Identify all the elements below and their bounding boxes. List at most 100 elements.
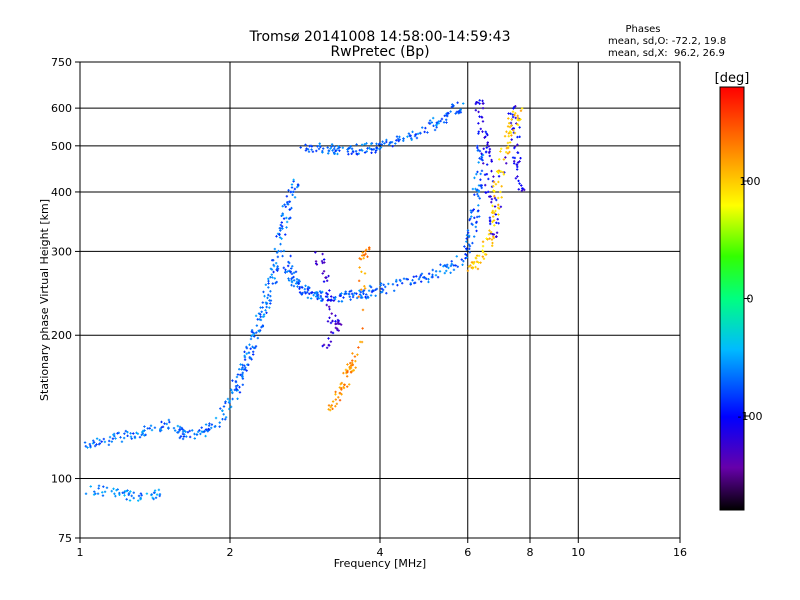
x-tick-label-4: 4 — [377, 546, 384, 559]
data-point-t4-1-1 — [481, 244, 485, 248]
data-point-t1-3-0 — [301, 286, 304, 289]
data-point-t1-17-0 — [477, 195, 480, 198]
data-point-t1-12-11 — [431, 273, 434, 277]
data-point-t2-0-9 — [304, 149, 308, 152]
data-point-t0-2-2 — [132, 432, 135, 435]
data-point-t4-3-3 — [497, 213, 500, 216]
data-point-t0-10-7 — [231, 397, 234, 401]
colorbar-tick-label-0: 0 — [747, 293, 754, 306]
data-point-t0-19-3 — [281, 254, 284, 258]
data-point-t5-4-13 — [361, 327, 364, 330]
data-point-t4-5-8 — [506, 152, 510, 155]
data-point-t0-12-11 — [236, 373, 240, 376]
data-point-t5-3-9 — [352, 369, 355, 372]
data-point-t3-0-7 — [478, 99, 481, 102]
data-point-t3-8-3 — [514, 177, 518, 180]
data-point-t1-5-11 — [321, 290, 324, 294]
data-point-t0-1-8 — [110, 440, 114, 443]
data-point-t4-6-0 — [506, 125, 510, 128]
data-point-t5-5-1 — [358, 257, 361, 260]
data-point-t2-1-8 — [326, 146, 329, 149]
data-point-t6-0-6 — [320, 259, 324, 263]
data-point-t6-1-12 — [324, 295, 328, 298]
data-point-t5-5-7 — [361, 251, 364, 254]
data-point-t2-2-13 — [333, 152, 336, 155]
data-point-t3-6-12 — [509, 112, 512, 115]
data-point-t4-7-5 — [520, 107, 524, 110]
data-point-t0-9-7 — [229, 405, 233, 409]
data-point-t0-7-2 — [200, 426, 203, 429]
data-point-t0-21-3 — [282, 217, 286, 220]
data-point-t6-2-3 — [326, 320, 330, 323]
data-point-t2-7-4 — [395, 139, 398, 142]
data-point-t1-16-10 — [470, 222, 473, 226]
data-point-t1-7-13 — [359, 290, 363, 294]
data-point-t1-11-7 — [402, 277, 406, 280]
data-point-t1-18-8 — [480, 186, 483, 190]
data-point-t2-0-7 — [299, 146, 302, 149]
data-point-t1-1-10 — [287, 277, 290, 280]
data-point-t0-21-10 — [280, 221, 283, 224]
data-point-t0-1-2 — [102, 437, 106, 441]
data-point-t4-6-6 — [513, 131, 517, 135]
data-point-t1-16-12 — [474, 225, 477, 229]
data-point-t2-4-7 — [358, 149, 362, 152]
data-point-t0-17-5 — [267, 286, 270, 289]
data-point-t2-3-12 — [341, 146, 345, 149]
data-point-t1-11-0 — [419, 274, 423, 277]
data-point-t1-17-8 — [471, 209, 474, 212]
data-point-t0-10-4 — [226, 397, 230, 401]
data-point-t0-1-10 — [103, 440, 107, 444]
data-point-t2-8-11 — [414, 133, 418, 136]
data-point-t3-4-7 — [495, 231, 499, 234]
data-point-t1-12-0 — [419, 280, 423, 283]
data-point-t2-7-1 — [398, 135, 401, 139]
data-point-t3-0-13 — [474, 102, 477, 106]
data-point-t2-3-13 — [347, 153, 350, 156]
data-point-t2-3-0 — [354, 150, 358, 153]
data-point-t2-2-12 — [337, 145, 340, 148]
data-point-t1-17-2 — [478, 197, 481, 200]
data-point-t1-7-9 — [344, 292, 348, 295]
data-point-t1-18-13 — [480, 184, 483, 187]
data-point-t6-2-2 — [328, 316, 331, 319]
y-tick-label-600: 600 — [51, 102, 72, 115]
data-point-t0-17-11 — [269, 302, 272, 305]
data-point-t0-0-8 — [83, 441, 87, 444]
data-point-t0-22-13 — [293, 196, 297, 199]
data-point-t0-18-10 — [269, 275, 272, 279]
data-point-t4-2-11 — [492, 236, 496, 240]
data-point-t0-17-9 — [269, 294, 272, 298]
data-point-t0-12-0 — [241, 366, 244, 369]
data-point-t5-0-1 — [327, 408, 330, 411]
data-point-t0-20-5 — [279, 229, 282, 232]
data-point-t0-6-12 — [183, 429, 186, 432]
data-point-t3-0-9 — [481, 107, 485, 110]
data-point-t2-1-0 — [330, 143, 334, 146]
data-point-t1-16-3 — [475, 220, 478, 224]
data-point-t1-10-10 — [379, 282, 383, 285]
data-point-t0-23-6 — [290, 183, 294, 186]
data-point-t5-2-8 — [342, 371, 345, 375]
data-point-t2-11-10 — [455, 110, 459, 114]
data-point-t0-1-1 — [100, 440, 103, 443]
data-point-t0-20-1 — [278, 236, 282, 239]
data-point-t0-8-11 — [210, 426, 213, 430]
data-point-t0-10-12 — [228, 399, 231, 403]
data-point-t6-3-7 — [328, 344, 331, 347]
data-point-t2-4-13 — [363, 151, 367, 154]
data-point-t1-10-9 — [395, 278, 398, 282]
data-point-t1-1-3 — [287, 279, 291, 282]
data-point-t4-5-9 — [506, 141, 510, 145]
data-point-t6-1-13 — [330, 295, 333, 298]
colorbar: [deg] 100 0 -100 — [715, 71, 762, 511]
data-point-t6-3-6 — [329, 340, 333, 343]
data-point-t5-1-3 — [337, 396, 340, 399]
data-point-t1-14-0 — [462, 259, 465, 263]
data-point-t2-7-10 — [410, 138, 413, 141]
data-point-t0-2-3 — [122, 436, 126, 440]
data-point-t6-2-13 — [336, 320, 340, 324]
data-point-t3-0-8 — [477, 110, 480, 114]
data-point-t5-0-9 — [331, 400, 335, 403]
data-point-t0-19-7 — [276, 269, 279, 272]
